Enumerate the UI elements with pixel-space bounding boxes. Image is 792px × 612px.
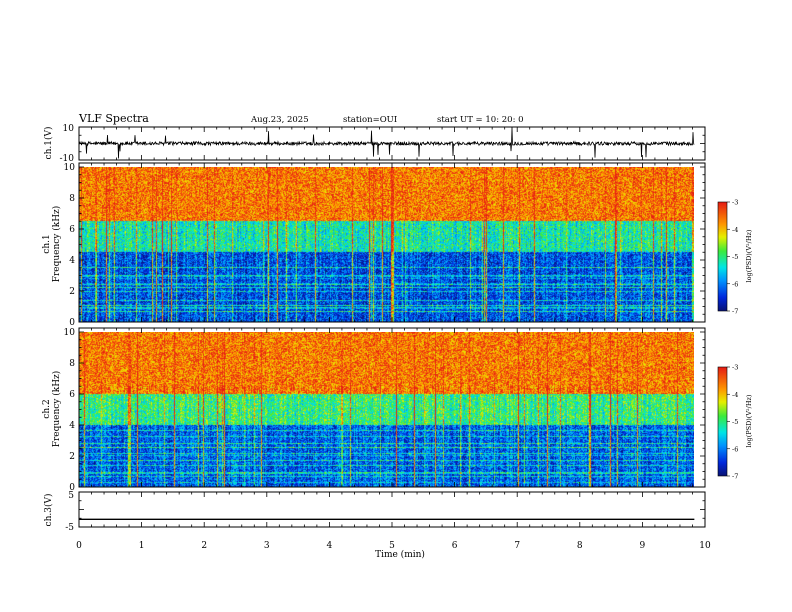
time-axis-label: Time (min)	[375, 549, 425, 560]
ch1-colorbar-ticks	[727, 201, 730, 312]
ch1-colorbar-label: log(PSD)(V²/Hz)	[745, 229, 753, 282]
ch2-freq-tick-6: 6	[69, 390, 75, 400]
time-axis-tick-labels: 0 1 2 3 4 5 6 7 8 9 10	[76, 541, 711, 551]
ch1-freq-tick-6: 6	[69, 225, 75, 235]
time-tick-2: 2	[201, 541, 207, 551]
ch1-ytick-bottom: -10	[60, 154, 75, 164]
start-time-label: start UT = 10: 20: 0	[437, 115, 524, 125]
ch2-spectrogram-ticks	[78, 328, 706, 488]
ch1-spectrogram-image	[79, 167, 694, 322]
ch1-freq-tick-2: 2	[69, 287, 75, 297]
ch2-freq-tick-0: 0	[69, 483, 75, 493]
ch1-waveform-ylabel: ch.1(V)	[43, 127, 54, 160]
ch3-waveform-ylabel: ch.3(V)	[43, 494, 54, 527]
time-tick-1: 1	[139, 541, 145, 551]
ch3-ytick-bottom: -5	[65, 523, 74, 533]
ch1-freq-tick-10: 10	[64, 163, 76, 173]
ch2-colorbar-tick-labels: -3 -4 -5 -6 -7	[732, 364, 738, 481]
ch2-freq-tick-10: 10	[64, 328, 76, 338]
ch3-waveform-ticks	[78, 491, 706, 528]
ch3-waveform-frame	[78, 491, 706, 528]
ch2-spectrogram-frame	[78, 327, 706, 488]
ch1-frequency-ylabel: Frequency (kHz)	[51, 206, 62, 283]
ch3-waveform-panel: 5 -5 ch.3(V)	[43, 491, 706, 533]
cb1-tick--3: -3	[732, 199, 738, 207]
ch2-frequency-tick-labels: 0 2 4 6 8 10	[64, 328, 76, 493]
ch1-freq-tick-0: 0	[69, 318, 75, 328]
ch2-spectrogram-panel: 0 2 4 6 8 10 ch.2 Frequency (kHz)	[42, 327, 706, 493]
ch1-frequency-tick-labels: 0 2 4 6 8 10	[64, 163, 76, 328]
ch2-colorbar-ticks	[727, 366, 730, 477]
ch1-colorbar: -3 -4 -5 -6 -7 log(PSD)(V²/Hz)	[717, 199, 753, 316]
ch1-ytick-top: 10	[63, 124, 75, 134]
ch1-freq-tick-4: 4	[69, 256, 75, 266]
ch2-freq-tick-4: 4	[69, 421, 75, 431]
figure-title: VLF Spectra	[78, 112, 149, 125]
ch1-waveform-panel: 10 -10 ch.1(V)	[43, 124, 706, 164]
time-tick-3: 3	[264, 541, 270, 551]
ch1-freq-tick-8: 8	[69, 194, 75, 204]
ch1-channel-label: ch.1	[42, 234, 52, 253]
ch2-colorbar-label: log(PSD)(V²/Hz)	[745, 394, 753, 447]
cb1-tick--7: -7	[732, 308, 738, 316]
time-tick-4: 4	[327, 541, 333, 551]
cb2-tick--5: -5	[732, 418, 738, 426]
cb1-tick--6: -6	[732, 280, 738, 288]
cb2-tick--3: -3	[732, 364, 738, 372]
ch2-frequency-ylabel: Frequency (kHz)	[51, 371, 62, 448]
cb2-tick--4: -4	[732, 391, 738, 399]
ch1-waveform-frame	[78, 126, 706, 161]
time-tick-0: 0	[76, 541, 82, 551]
ch2-colorbar-gradient	[718, 367, 727, 476]
cb1-tick--5: -5	[732, 253, 738, 261]
cb2-tick--7: -7	[732, 473, 738, 481]
cb2-tick--6: -6	[732, 445, 738, 453]
ch1-spectrogram-panel: 0 2 4 6 8 10 ch.1 Frequency (kHz)	[42, 162, 706, 328]
ch2-freq-tick-8: 8	[69, 359, 75, 369]
ch2-colorbar: -3 -4 -5 -6 -7 log(PSD)(V²/Hz)	[717, 364, 753, 481]
ch1-colorbar-tick-labels: -3 -4 -5 -6 -7	[732, 199, 738, 316]
ch2-spectrogram-image	[79, 332, 694, 487]
cb1-tick--4: -4	[732, 226, 738, 234]
ch2-freq-tick-2: 2	[69, 452, 75, 462]
time-tick-6: 6	[452, 541, 458, 551]
ch1-waveform-line	[78, 127, 695, 159]
time-tick-5: 5	[389, 541, 395, 551]
station-label: station=OUI	[343, 115, 397, 125]
ch1-colorbar-gradient	[718, 202, 727, 311]
time-tick-10: 10	[699, 541, 711, 551]
time-tick-7: 7	[514, 541, 520, 551]
time-tick-9: 9	[640, 541, 646, 551]
date-label: Aug.23, 2025	[250, 115, 309, 125]
ch2-channel-label: ch.2	[42, 399, 52, 418]
time-tick-8: 8	[577, 541, 583, 551]
ch1-spectrogram-frame	[78, 162, 706, 323]
ch3-ytick-top: 5	[68, 491, 74, 501]
